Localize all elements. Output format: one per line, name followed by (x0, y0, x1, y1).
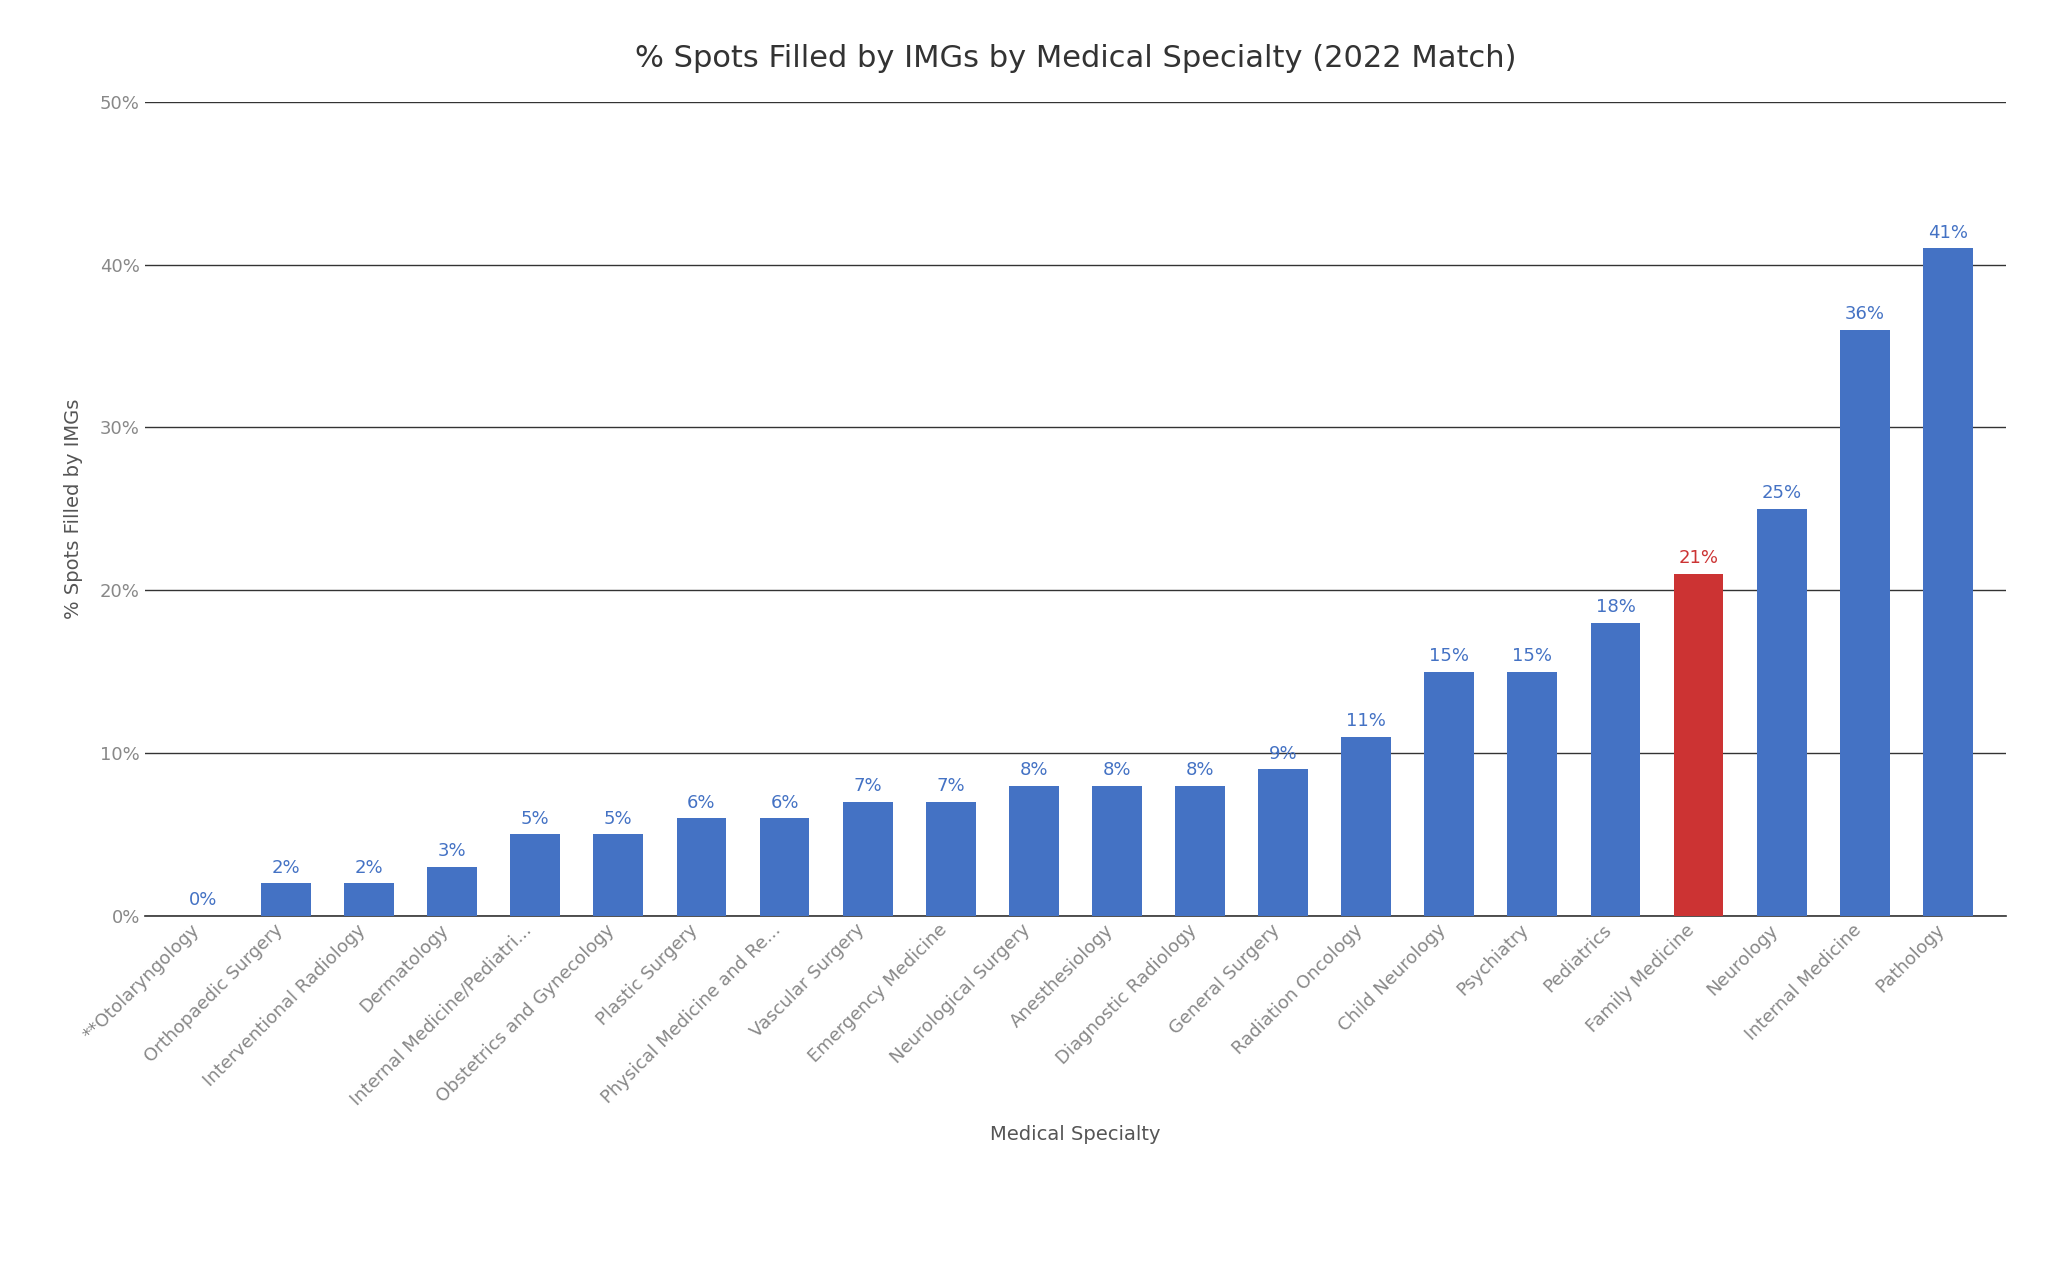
Bar (759, 818, 809, 916)
Text: 25%: 25% (1762, 485, 1801, 502)
Text: 21%: 21% (1679, 550, 1719, 567)
Bar (1342, 736, 1392, 916)
Text: 8%: 8% (1185, 761, 1214, 778)
Text: 11%: 11% (1346, 712, 1386, 730)
X-axis label: Medical Specialty: Medical Specialty (991, 1126, 1160, 1145)
Bar (343, 883, 395, 916)
Text: 5%: 5% (521, 810, 550, 828)
Text: 2%: 2% (271, 859, 300, 876)
Text: 15%: 15% (1429, 647, 1468, 665)
Text: 36%: 36% (1845, 305, 1884, 323)
Text: 8%: 8% (1102, 761, 1131, 778)
Bar (1425, 672, 1474, 916)
Text: 5%: 5% (604, 810, 633, 828)
Text: 41%: 41% (1927, 224, 1969, 242)
Text: 7%: 7% (854, 777, 881, 795)
Bar (926, 801, 976, 916)
Bar (1923, 248, 1973, 916)
Bar (1756, 509, 1807, 916)
Bar (594, 834, 643, 916)
Bar (428, 868, 478, 916)
Text: 8%: 8% (1020, 761, 1048, 778)
Bar (844, 801, 893, 916)
Bar (1673, 574, 1723, 916)
Bar (1508, 672, 1557, 916)
Text: 15%: 15% (1512, 647, 1553, 665)
Bar (261, 883, 310, 916)
Bar (676, 818, 726, 916)
Text: 7%: 7% (937, 777, 966, 795)
Y-axis label: % Spots Filled by IMGs: % Spots Filled by IMGs (64, 398, 83, 619)
Bar (1009, 786, 1059, 916)
Bar (1092, 786, 1142, 916)
Bar (1257, 770, 1307, 916)
Bar (1175, 786, 1224, 916)
Text: 3%: 3% (438, 842, 467, 860)
Bar (1590, 623, 1640, 916)
Text: 6%: 6% (769, 794, 798, 812)
Bar (1841, 329, 1890, 916)
Text: 2%: 2% (356, 859, 383, 876)
Text: 6%: 6% (687, 794, 716, 812)
Title: % Spots Filled by IMGs by Medical Specialty (2022 Match): % Spots Filled by IMGs by Medical Specia… (635, 45, 1516, 73)
Text: 18%: 18% (1596, 598, 1636, 616)
Bar (511, 834, 560, 916)
Text: 0%: 0% (188, 892, 217, 909)
Text: 9%: 9% (1270, 745, 1297, 763)
